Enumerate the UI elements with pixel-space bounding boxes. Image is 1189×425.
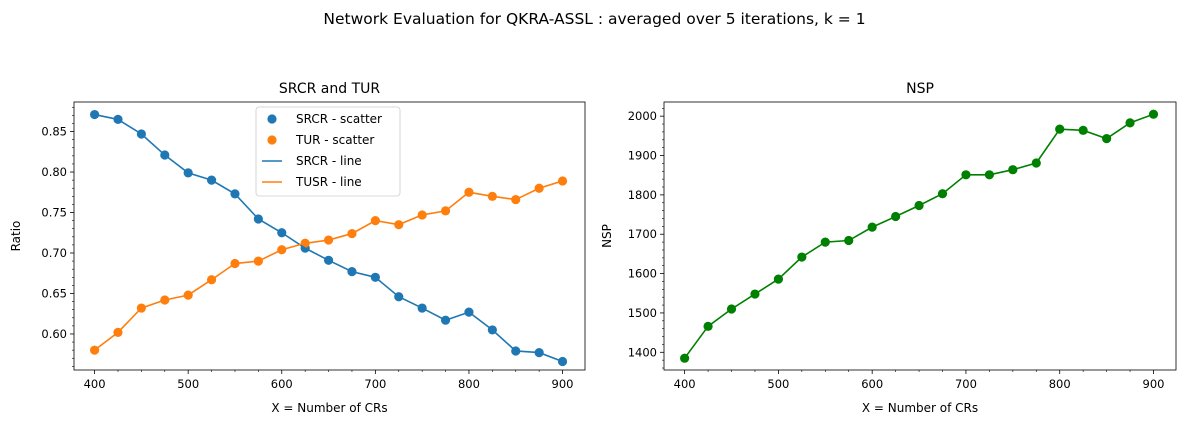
data-point [914, 200, 924, 211]
x-tick-label: 400 [84, 377, 106, 391]
chart-title: NSP [906, 81, 934, 97]
data-point [1078, 125, 1088, 135]
y-tick-label: 1700 [628, 227, 657, 241]
data-point [750, 289, 760, 299]
data-point [773, 274, 784, 284]
figure-suptitle: Network Evaluation for QKRA-ASSL : avera… [323, 10, 865, 28]
x-axis-label: X = Number of CRs [862, 401, 978, 415]
y-tick-label: 0.85 [41, 125, 67, 139]
x-axis-label: X = Number of CRs [271, 401, 387, 415]
x-tick-label: 900 [1143, 377, 1165, 391]
data-point [984, 170, 994, 180]
legend-label: SRCR - scatter [296, 112, 382, 126]
x-tick-label: 500 [767, 377, 789, 391]
data-point [680, 353, 690, 363]
data-point [961, 170, 971, 180]
series-line [683, 113, 1154, 359]
data-point [1031, 158, 1041, 168]
legend-label: SRCR - line [296, 154, 362, 168]
y-tick-label: 1400 [628, 345, 657, 359]
y-tick-label: 0.60 [41, 327, 67, 341]
data-point [820, 237, 830, 247]
data-point [844, 235, 854, 246]
x-tick-label: 700 [364, 377, 386, 391]
x-tick-label: 500 [177, 377, 199, 391]
y-tick-label: 1500 [628, 306, 657, 320]
y-tick-label: 0.80 [41, 165, 67, 179]
data-point [1102, 133, 1112, 144]
data-point [1055, 124, 1065, 134]
x-tick-label: 400 [674, 377, 696, 391]
data-point [891, 211, 901, 222]
data-point [1125, 118, 1135, 128]
legend-label: TUR - scatter [295, 133, 374, 147]
y-tick-label: 1800 [628, 188, 657, 202]
y-tick-label: 0.65 [41, 286, 67, 300]
y-axis-label: Ratio [9, 221, 23, 252]
series-line [94, 180, 563, 351]
data-point [937, 189, 948, 199]
plot-frame [663, 101, 1177, 371]
x-tick-label: 600 [271, 377, 293, 391]
legend-box [255, 106, 401, 197]
y-axis-label: NSP [600, 224, 614, 248]
x-tick-label: 800 [1049, 377, 1071, 391]
data-point [703, 321, 713, 331]
data-point [797, 252, 807, 262]
data-point [1148, 109, 1159, 119]
data-point [726, 304, 737, 314]
legend-marker [267, 114, 277, 124]
chart-title: SRCR and TUR [279, 81, 380, 97]
y-tick-label: 2000 [628, 109, 657, 123]
x-tick-label: 800 [458, 377, 480, 391]
x-tick-label: 700 [955, 377, 977, 391]
legend-label: TUSR - line [295, 175, 362, 189]
x-tick-label: 900 [552, 377, 574, 391]
legend-marker [267, 135, 277, 145]
data-point [1008, 165, 1018, 175]
x-tick-label: 600 [861, 377, 883, 391]
y-tick-label: 0.70 [41, 246, 67, 260]
chart-srcr-tur: SRCR and TUR 400 500 600 700 800 900 0.60 0.65 0.… [9, 81, 586, 415]
chart-nsp: NSP 400 500 600 700 800 900 1400 1500 1600 1700 180… [600, 81, 1177, 415]
data-point [867, 222, 877, 232]
plot-frame [73, 101, 586, 371]
y-tick-label: 1600 [628, 267, 657, 281]
y-tick-label: 0.75 [41, 206, 67, 220]
series-line [94, 113, 563, 363]
y-tick-label: 1900 [628, 149, 657, 163]
